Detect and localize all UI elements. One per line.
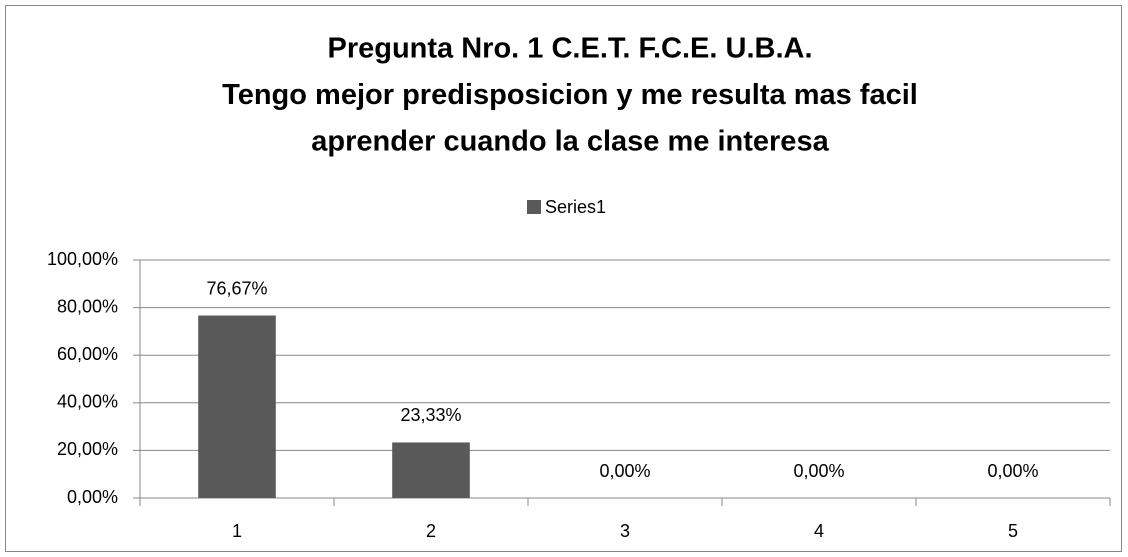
data-label: 0,00% <box>987 461 1038 481</box>
bar <box>198 315 276 498</box>
y-tick-label: 80,00% <box>57 296 118 316</box>
data-label: 23,33% <box>400 405 461 425</box>
data-label: 0,00% <box>793 461 844 481</box>
chart-title: Pregunta Nro. 1 C.E.T. F.C.E. U.B.A. <box>327 33 812 65</box>
data-label: 0,00% <box>599 461 650 481</box>
legend-label: Series1 <box>545 197 606 217</box>
x-tick-label: 3 <box>620 521 630 541</box>
chart-title: aprender cuando la clase me interesa <box>311 126 829 158</box>
y-tick-label: 0,00% <box>67 487 118 507</box>
legend-swatch <box>527 200 541 214</box>
chart-title: Tengo mejor predisposicion y me resulta … <box>222 79 918 111</box>
y-tick-label: 60,00% <box>57 344 118 364</box>
x-tick-label: 1 <box>232 521 242 541</box>
data-label: 76,67% <box>206 278 267 298</box>
bar <box>392 442 470 498</box>
y-tick-label: 20,00% <box>57 439 118 459</box>
y-tick-label: 100,00% <box>47 249 118 269</box>
y-tick-label: 40,00% <box>57 392 118 412</box>
x-tick-label: 5 <box>1008 521 1018 541</box>
x-tick-label: 4 <box>814 521 824 541</box>
chart-frame <box>5 5 1122 552</box>
x-tick-label: 2 <box>426 521 436 541</box>
